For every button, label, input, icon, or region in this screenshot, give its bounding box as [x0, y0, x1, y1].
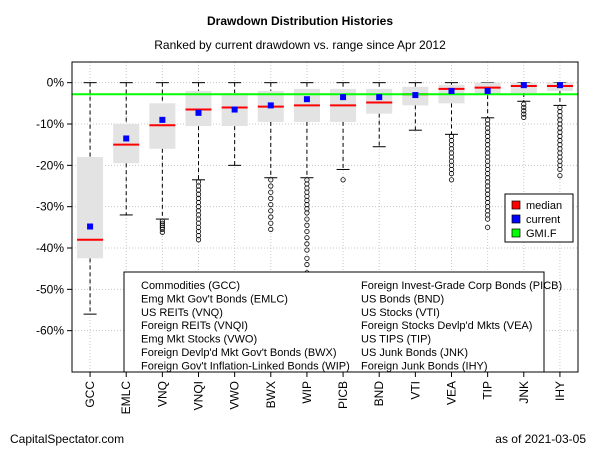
outlier-point — [304, 216, 310, 222]
outlier-point — [521, 111, 527, 117]
x-tick-label: JNK — [517, 381, 531, 404]
outlier-point — [304, 261, 310, 268]
etf-key-item: US REITs (VNQ) — [141, 307, 223, 319]
current-marker — [303, 96, 310, 103]
current-marker — [195, 109, 202, 116]
outlier-point — [340, 177, 346, 183]
outlier-point — [521, 108, 527, 114]
legend-swatch — [511, 214, 521, 224]
x-tick-label: IHY — [553, 381, 567, 401]
etf-key-box — [123, 271, 545, 373]
chart-title: Drawdown Distribution Histories — [206, 14, 393, 28]
as-of-date: as of 2021-03-05 — [495, 432, 586, 446]
etf-key-item: Commodities (GCC) — [141, 280, 240, 292]
outlier-point — [159, 224, 165, 230]
outlier-point — [485, 216, 491, 222]
outlier-point — [521, 101, 527, 107]
outlier-point — [268, 220, 274, 226]
current-marker — [556, 82, 563, 89]
outlier-point — [304, 222, 310, 228]
outlier-point — [195, 237, 202, 243]
current-marker — [231, 106, 238, 113]
current-marker — [520, 82, 527, 89]
y-tick-label: -20% — [36, 158, 64, 172]
etf-key-item: Foreign Stocks Devlp'd Mkts (VEA) — [361, 320, 532, 332]
legend-swatch — [511, 228, 521, 238]
etf-key-item: US Junk Bonds (JNK) — [361, 347, 468, 359]
x-tick-label: PICB — [336, 381, 350, 409]
outlier-point — [159, 229, 165, 235]
etf-key-item: Foreign REITs (VNQI) — [141, 320, 248, 332]
current-marker — [123, 135, 130, 142]
source-credit: CapitalSpectator.com — [10, 432, 125, 446]
x-tick-label: BWX — [264, 381, 278, 408]
etf-key-item: Foreign Junk Bonds (IHY) — [361, 360, 488, 372]
outlier-point — [268, 214, 274, 220]
outlier-point — [557, 166, 563, 173]
x-tick-label: VNQI — [192, 381, 206, 410]
outlier-point — [557, 173, 563, 179]
outlier-point — [268, 183, 274, 189]
current-marker — [484, 87, 491, 94]
x-tick-label: EMLC — [119, 381, 133, 415]
outlier-point — [304, 255, 310, 261]
outlier-point — [268, 226, 274, 232]
x-tick-label: BND — [372, 381, 386, 407]
outlier-point — [268, 195, 274, 201]
outlier-point — [448, 177, 455, 183]
current-marker — [87, 223, 94, 230]
legend-label: median — [526, 200, 562, 212]
y-tick-label: 0% — [47, 76, 65, 90]
outlier-point — [521, 104, 527, 111]
current-marker — [376, 94, 383, 101]
box-iqr — [366, 88, 393, 114]
outlier-point — [268, 208, 274, 214]
etf-key-item: US Stocks (VTI) — [361, 307, 440, 319]
outlier-point — [268, 202, 274, 208]
box-iqr — [113, 124, 140, 164]
current-marker — [340, 94, 347, 101]
y-tick-label: -50% — [36, 282, 64, 296]
box-iqr — [77, 157, 104, 259]
x-tick-label: VWO — [228, 381, 242, 410]
etf-key-item: Emg Mkt Gov't Bonds (EMLC) — [141, 293, 288, 305]
y-tick-label: -30% — [36, 200, 64, 214]
legend-label: current — [526, 214, 560, 226]
x-tick-label: VTI — [408, 381, 422, 400]
y-tick-label: -40% — [36, 241, 64, 255]
outlier-point — [159, 226, 165, 232]
etf-key-item: Emg Mkt Stocks (VWO) — [141, 334, 257, 346]
outlier-point — [448, 171, 455, 177]
y-tick-label: -60% — [36, 324, 64, 338]
etf-key-item: Foreign Invest-Grade Corp Bonds (PICB) — [361, 280, 562, 292]
etf-key-item: US TIPS (TIP) — [361, 334, 431, 346]
x-tick-label: VNQ — [155, 381, 169, 407]
outlier-point — [268, 189, 274, 195]
chart-subtitle: Ranked by current drawdown vs. range sin… — [154, 38, 446, 52]
y-tick-label: -10% — [36, 117, 64, 131]
x-tick-label: WIP — [300, 381, 314, 404]
x-tick-label: VEA — [445, 381, 459, 405]
outlier-point — [485, 224, 491, 230]
outlier-point — [304, 228, 310, 235]
legend-swatch — [511, 200, 521, 210]
outlier-point — [268, 177, 274, 183]
outlier-point — [521, 114, 527, 120]
etf-key-item: Foreign Gov't Inflation-Linked Bonds (WI… — [141, 360, 350, 372]
x-tick-label: TIP — [481, 381, 495, 400]
current-marker — [448, 87, 455, 94]
outlier-point — [304, 235, 310, 241]
outlier-point — [304, 247, 310, 253]
current-marker — [267, 102, 274, 109]
legend-label: GMI.F — [526, 228, 557, 240]
x-tick-label: GCC — [83, 381, 97, 408]
etf-key-item: US Bonds (BND) — [361, 293, 444, 305]
box-iqr — [185, 90, 212, 127]
outlier-point — [304, 210, 310, 216]
current-marker — [412, 92, 419, 99]
outlier-point — [304, 241, 310, 247]
current-marker — [159, 116, 166, 123]
etf-key-item: Foreign Devlp'd Mkt Gov't Bonds (BWX) — [141, 347, 337, 359]
